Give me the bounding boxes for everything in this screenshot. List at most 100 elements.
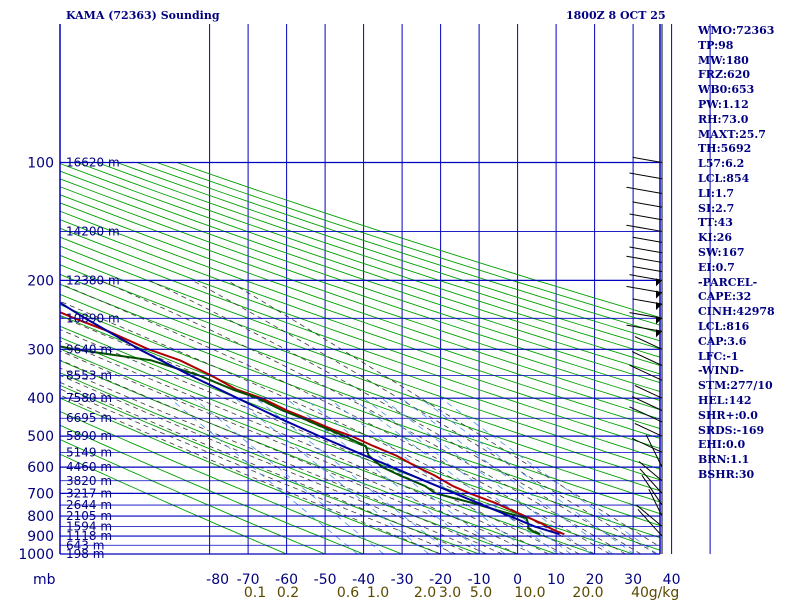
height-label: 3820 m [66, 474, 112, 488]
temperature-tick-label: -60 [275, 572, 298, 588]
wind-barb [636, 504, 663, 527]
height-label: 6695 m [66, 411, 112, 425]
wind-pennant [656, 316, 662, 325]
wind-barb [631, 396, 663, 411]
temperature-tick-label: -30 [391, 572, 414, 588]
pressure-tick-label: 800 [27, 509, 54, 525]
mixing-ratio-line [363, 397, 572, 554]
index-line: CAP:3.6 [698, 334, 747, 348]
pressure-tick-label: 400 [27, 391, 54, 407]
wind-barb [629, 246, 663, 254]
index-line: LI:1.7 [698, 186, 735, 200]
mixing-ratio-label: 5.0 [470, 585, 492, 600]
height-label: 4460 m [66, 460, 112, 474]
index-line: FRZ:620 [698, 68, 751, 82]
temperature-tick-label: 20 [586, 572, 604, 588]
wind-barb [626, 255, 663, 263]
wind-barb [629, 172, 663, 180]
mixing-ratio-line [303, 397, 506, 554]
index-line: EHI:0.0 [698, 438, 746, 452]
index-line: EI:0.7 [698, 260, 735, 274]
mixing-ratio-label: g/kg [649, 585, 680, 600]
wind-pennant [656, 278, 662, 287]
dry-adiabat [60, 202, 660, 411]
mixing-ratio-label: 40 [631, 585, 649, 600]
dry-adiabat [60, 219, 660, 430]
temperature-tick-label: -70 [237, 572, 260, 588]
dry-adiabat [60, 227, 660, 439]
index-line: LFC:-1 [698, 349, 739, 363]
index-line: WB0:653 [698, 83, 755, 97]
dry-adiabat [60, 273, 660, 492]
wind-barb [632, 236, 663, 243]
isobar-grid [59, 24, 661, 555]
axis-labels: 16620 m 14200 m 12380 m 10890 m 9640 m 8553 m… [18, 156, 680, 600]
height-label: 5890 m [66, 429, 112, 443]
wind-barb [632, 201, 663, 208]
wind-barb [631, 437, 663, 453]
index-line: MW:180 [698, 53, 749, 67]
index-line: TP:98 [698, 38, 734, 52]
dry-adiabat [60, 245, 660, 460]
index-line: SW:167 [698, 245, 745, 259]
height-label: 7580 m [66, 391, 112, 405]
height-label: 198 m [66, 547, 104, 561]
mixing-ratio-label: 20.0 [572, 585, 603, 600]
height-label: 9640 m [66, 342, 112, 356]
mixing-ratio-label: 10.0 [514, 585, 545, 600]
mixing-ratio-label: 0.6 [337, 585, 359, 600]
mixing-ratio-label: 0.2 [277, 585, 299, 600]
index-line: SRDS:-169 [698, 423, 765, 437]
temperature-tick-label: -80 [206, 572, 229, 588]
index-line: SI:2.7 [698, 201, 735, 215]
wind-barb-column [626, 24, 663, 554]
temperature-tick-label: -40 [352, 572, 375, 588]
index-line: CINH:42978 [698, 305, 775, 319]
wind-barb [631, 351, 663, 366]
index-line: L57:6.2 [698, 157, 745, 171]
parcel-trace [60, 301, 560, 536]
pressure-tick-label: 500 [27, 429, 54, 445]
isotherm-grid [209, 24, 711, 554]
index-line: SHR+:0.0 [698, 408, 758, 422]
wind-barb [626, 186, 663, 194]
dry-adiabat [96, 162, 660, 350]
index-line: WMO:72363 [698, 24, 775, 37]
dry-adiabat [60, 210, 660, 420]
chart-title: KAMA (72363) Sounding [66, 9, 220, 22]
height-label: 1118 m [66, 529, 112, 543]
temperature-tick-label: 40 [663, 572, 681, 588]
wind-barb [638, 461, 663, 482]
pressure-tick-label: 1000 [18, 547, 54, 563]
index-line: -PARCEL- [698, 275, 758, 289]
index-line: RH:73.0 [698, 112, 749, 126]
index-line: TH:5692 [698, 142, 752, 156]
pressure-tick-label: 200 [27, 273, 54, 289]
mixing-ratio-label: 3.0 [439, 585, 461, 600]
dry-adiabat [60, 254, 660, 470]
temperature-tick-label: -20 [429, 572, 452, 588]
index-line: KI:26 [698, 231, 733, 245]
temperature-tick-label: -10 [468, 572, 491, 588]
pressure-tick-label: 300 [27, 342, 54, 358]
mixing-ratio-label: 0.1 [244, 585, 266, 600]
moist-adiabat [192, 280, 657, 554]
dry-adiabat [60, 283, 660, 503]
wind-barb [648, 488, 663, 517]
wind-barb [629, 364, 663, 381]
dry-adiabat [60, 194, 660, 401]
wind-pennant [656, 290, 662, 299]
wind-barb [629, 406, 663, 423]
height-label: 2644 m [66, 498, 112, 512]
dry-adiabat [60, 186, 660, 392]
pressure-tick-label: 900 [27, 529, 54, 545]
mixing-ratio-label: 2.0 [414, 585, 436, 600]
moist-adiabat [60, 283, 611, 554]
index-line: LCL:816 [698, 319, 750, 333]
index-line: -WIND- [698, 364, 744, 378]
temperature-tick-label: 30 [624, 572, 642, 588]
dry-adiabat [60, 236, 660, 449]
temperature-tick-label: 0 [513, 572, 522, 588]
index-line: BRN:1.1 [698, 453, 750, 467]
